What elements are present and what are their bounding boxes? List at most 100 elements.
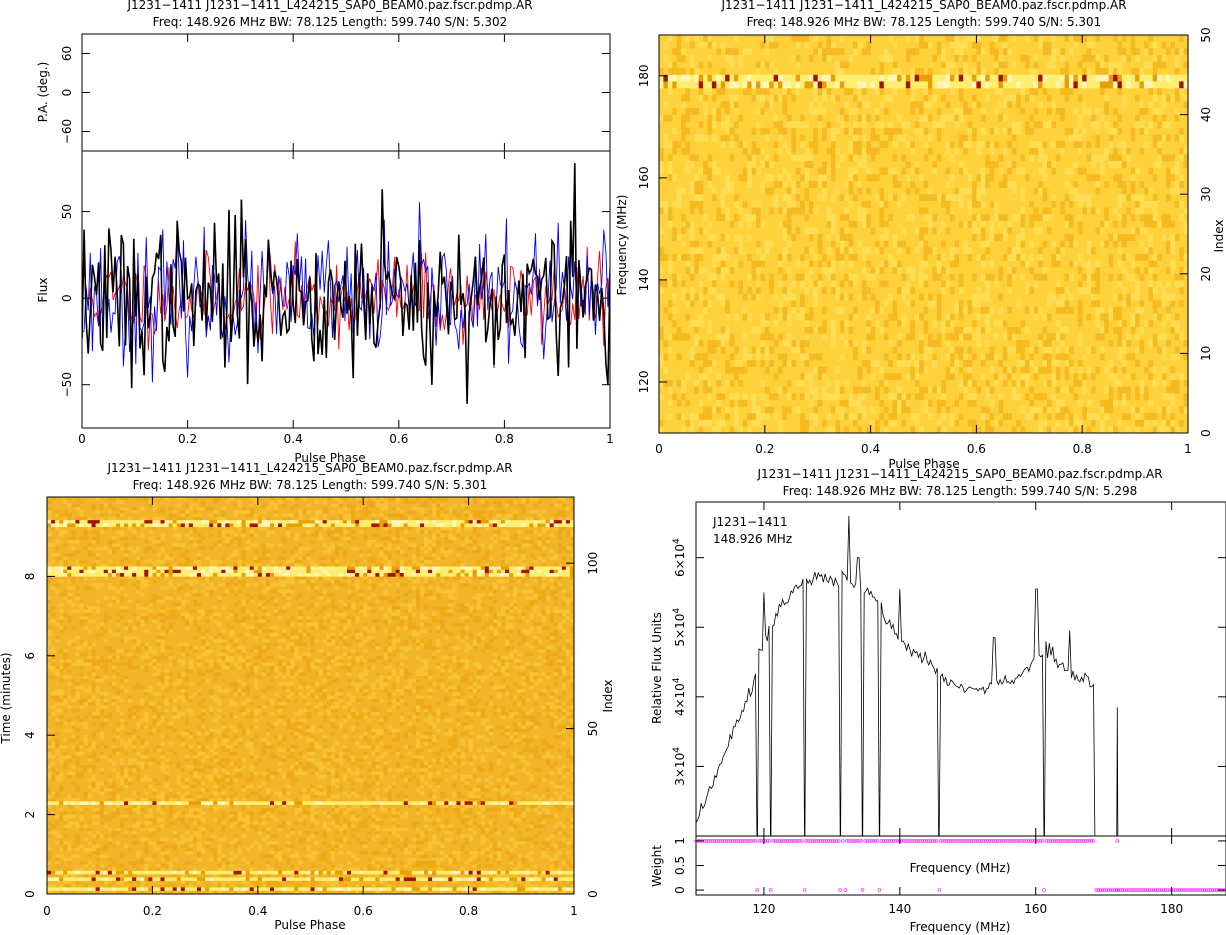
heatmap-cell bbox=[330, 543, 336, 547]
heatmap-cell bbox=[265, 556, 271, 561]
heatmap-cell bbox=[399, 516, 405, 521]
heatmap-cell bbox=[1051, 373, 1057, 381]
heatmap-cell bbox=[791, 154, 796, 162]
heatmap-cell bbox=[375, 573, 380, 577]
heatmap-cell bbox=[330, 510, 336, 514]
heatmap-cell bbox=[813, 180, 818, 188]
heatmap-cell bbox=[897, 260, 902, 268]
heatmap-cell bbox=[1152, 107, 1158, 115]
heatmap-cell bbox=[976, 300, 982, 308]
heatmap-cell bbox=[998, 419, 1004, 427]
heatmap-cell bbox=[436, 520, 441, 524]
heatmap-cell bbox=[472, 566, 477, 571]
heatmap-cell bbox=[813, 353, 818, 361]
heatmap-cell bbox=[1068, 366, 1074, 374]
heatmap-cell bbox=[83, 559, 88, 564]
heatmap-cell bbox=[1055, 353, 1061, 361]
heatmap-cell bbox=[830, 220, 836, 228]
heatmap-cell bbox=[773, 180, 779, 188]
heatmap-cell bbox=[870, 360, 876, 367]
heatmap-cell bbox=[318, 573, 323, 577]
heatmap-cell bbox=[1117, 141, 1123, 149]
heatmap-cell bbox=[927, 101, 933, 109]
heatmap-cell bbox=[403, 497, 409, 501]
heatmap-cell bbox=[698, 247, 704, 255]
heatmap-cell bbox=[424, 540, 429, 544]
heatmap-cell bbox=[866, 260, 871, 268]
heatmap-cell bbox=[1024, 326, 1030, 334]
heatmap-cell bbox=[1174, 386, 1180, 394]
heatmap-cell bbox=[698, 167, 704, 175]
heatmap-cell bbox=[914, 360, 920, 367]
heatmap-cell bbox=[75, 520, 80, 524]
heatmap-cell bbox=[509, 569, 514, 574]
heatmap-cell bbox=[1121, 147, 1127, 155]
heatmap-cell bbox=[817, 194, 823, 202]
heatmap-cell bbox=[217, 543, 222, 547]
heatmap-cell bbox=[399, 536, 405, 541]
heatmap-cell bbox=[1011, 373, 1017, 381]
heatmap-cell bbox=[1051, 81, 1057, 89]
heatmap-cell bbox=[298, 559, 303, 564]
heatmap-cell bbox=[1135, 426, 1140, 434]
fp-y2tick-label: 40 bbox=[1199, 107, 1213, 122]
heatmap-cell bbox=[1174, 273, 1180, 281]
heatmap-cell bbox=[399, 573, 405, 577]
heatmap-cell bbox=[967, 366, 973, 374]
heatmap-cell bbox=[1170, 41, 1176, 49]
heatmap-cell bbox=[541, 576, 546, 581]
heatmap-cell bbox=[1099, 306, 1105, 314]
heatmap-cell bbox=[976, 68, 982, 76]
heatmap-cell bbox=[111, 569, 117, 574]
heatmap-cell bbox=[537, 546, 542, 551]
heatmap-cell bbox=[67, 497, 72, 501]
heatmap-cell bbox=[1108, 306, 1114, 314]
heatmap-cell bbox=[302, 533, 307, 537]
heatmap-cell bbox=[124, 579, 129, 584]
heatmap-cell bbox=[711, 360, 717, 367]
heatmap-cell bbox=[290, 569, 295, 574]
heatmap-cell bbox=[879, 234, 885, 241]
heatmap-cell bbox=[927, 134, 933, 142]
heatmap-cell bbox=[444, 526, 449, 531]
heatmap-cell bbox=[782, 220, 788, 228]
heatmap-cell bbox=[71, 530, 76, 534]
heatmap-cell bbox=[322, 520, 328, 524]
heatmap-cell bbox=[229, 579, 234, 584]
heatmap-cell bbox=[729, 154, 735, 162]
heatmap-cell bbox=[184, 510, 190, 514]
heatmap-cell bbox=[119, 546, 125, 551]
heatmap-cell bbox=[440, 497, 445, 501]
heatmap-cell bbox=[269, 503, 275, 508]
heatmap-cell bbox=[306, 586, 311, 590]
heatmap-cell bbox=[989, 306, 995, 314]
heatmap-cell bbox=[826, 234, 832, 241]
heatmap-cell bbox=[1165, 419, 1171, 427]
heatmap-cell bbox=[817, 41, 823, 49]
heatmap-cell bbox=[322, 566, 328, 571]
heatmap-cell bbox=[861, 386, 867, 394]
heatmap-cell bbox=[229, 497, 234, 501]
heatmap-cell bbox=[795, 154, 801, 162]
heatmap-cell bbox=[225, 556, 230, 561]
heatmap-cell bbox=[716, 379, 722, 387]
heatmap-cell bbox=[808, 81, 814, 89]
heatmap-cell bbox=[306, 503, 311, 508]
heatmap-cell bbox=[557, 510, 563, 514]
heatmap-cell bbox=[533, 569, 538, 574]
heatmap-cell bbox=[480, 520, 486, 524]
heatmap-cell bbox=[1091, 207, 1096, 215]
heatmap-cell bbox=[1104, 147, 1109, 155]
heatmap-cell bbox=[188, 573, 194, 577]
heatmap-cell bbox=[399, 583, 405, 587]
heatmap-cell bbox=[976, 101, 982, 109]
heatmap-cell bbox=[1179, 419, 1184, 427]
heatmap-cell bbox=[1020, 373, 1026, 381]
heatmap-cell bbox=[1086, 200, 1092, 208]
heatmap-cell bbox=[452, 563, 457, 567]
heatmap-cell bbox=[63, 530, 68, 534]
heatmap-cell bbox=[822, 187, 827, 195]
heatmap-cell bbox=[103, 563, 109, 567]
heatmap-cell bbox=[75, 497, 80, 501]
heatmap-cell bbox=[729, 54, 735, 62]
